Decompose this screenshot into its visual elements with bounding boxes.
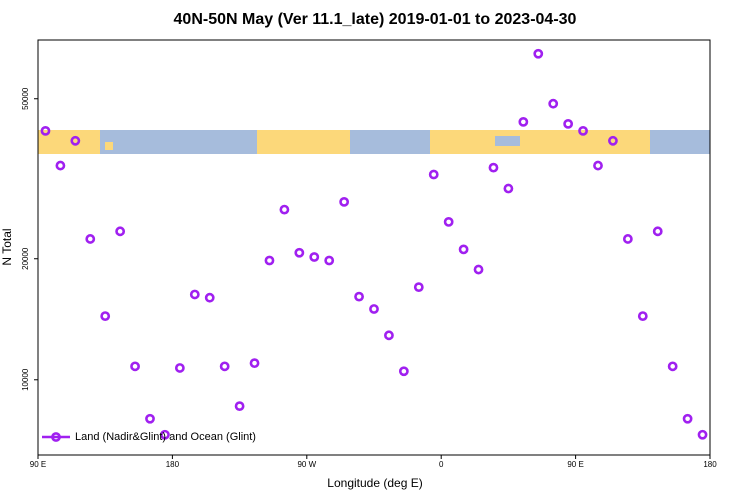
point — [622, 234, 633, 244]
x-tick-label: 0 — [439, 460, 444, 469]
point — [264, 255, 275, 266]
point — [563, 118, 574, 129]
point — [160, 429, 170, 440]
point — [40, 125, 51, 136]
y-tick-label: 50000 — [21, 87, 30, 110]
point — [548, 98, 559, 109]
point — [473, 264, 484, 275]
point — [115, 226, 126, 237]
point — [443, 216, 454, 227]
point — [458, 244, 469, 255]
x-tick-label: 90 E — [567, 460, 583, 469]
legend-label: Land (Nadir&Glint) and Ocean (Glint) — [75, 431, 256, 443]
point — [398, 366, 409, 377]
point — [294, 247, 305, 258]
point — [608, 135, 618, 146]
point — [234, 401, 245, 412]
point — [697, 429, 708, 440]
legend-marker — [51, 432, 61, 442]
point — [593, 160, 603, 171]
point — [667, 361, 678, 372]
y-tick-label: 10000 — [21, 368, 30, 391]
point — [189, 289, 200, 300]
map-strip — [38, 130, 710, 154]
point — [682, 413, 693, 424]
x-tick-label: 180 — [703, 460, 717, 469]
point — [369, 304, 379, 314]
point — [249, 358, 260, 369]
point — [130, 361, 140, 372]
point — [174, 363, 185, 373]
point — [384, 330, 394, 341]
point — [533, 48, 544, 59]
x-tick-label: 180 — [166, 460, 180, 469]
point — [85, 234, 96, 244]
point — [70, 135, 81, 146]
point — [145, 413, 155, 424]
x-tick-label: 90 W — [297, 460, 316, 469]
point — [428, 169, 439, 180]
point — [488, 162, 499, 173]
point — [637, 311, 648, 322]
point — [413, 282, 424, 293]
point — [354, 291, 364, 302]
point — [518, 116, 529, 127]
point — [279, 204, 290, 215]
point — [55, 160, 66, 171]
point — [503, 183, 514, 194]
point — [309, 252, 320, 262]
y-tick-label: 20000 — [21, 247, 30, 270]
point — [324, 255, 335, 266]
chart-title: 40N-50N May (Ver 11.1_late) 2019-01-01 t… — [174, 11, 577, 28]
x-tick-label: 90 E — [30, 460, 46, 469]
plot-frame — [37, 39, 711, 456]
y-axis-label: N Total — [0, 228, 14, 265]
point — [339, 196, 350, 207]
point — [100, 311, 111, 322]
point — [652, 226, 663, 237]
point — [219, 361, 230, 372]
x-axis-label: Longitude (deg E) — [327, 476, 422, 490]
point — [578, 125, 588, 136]
point — [204, 292, 215, 303]
